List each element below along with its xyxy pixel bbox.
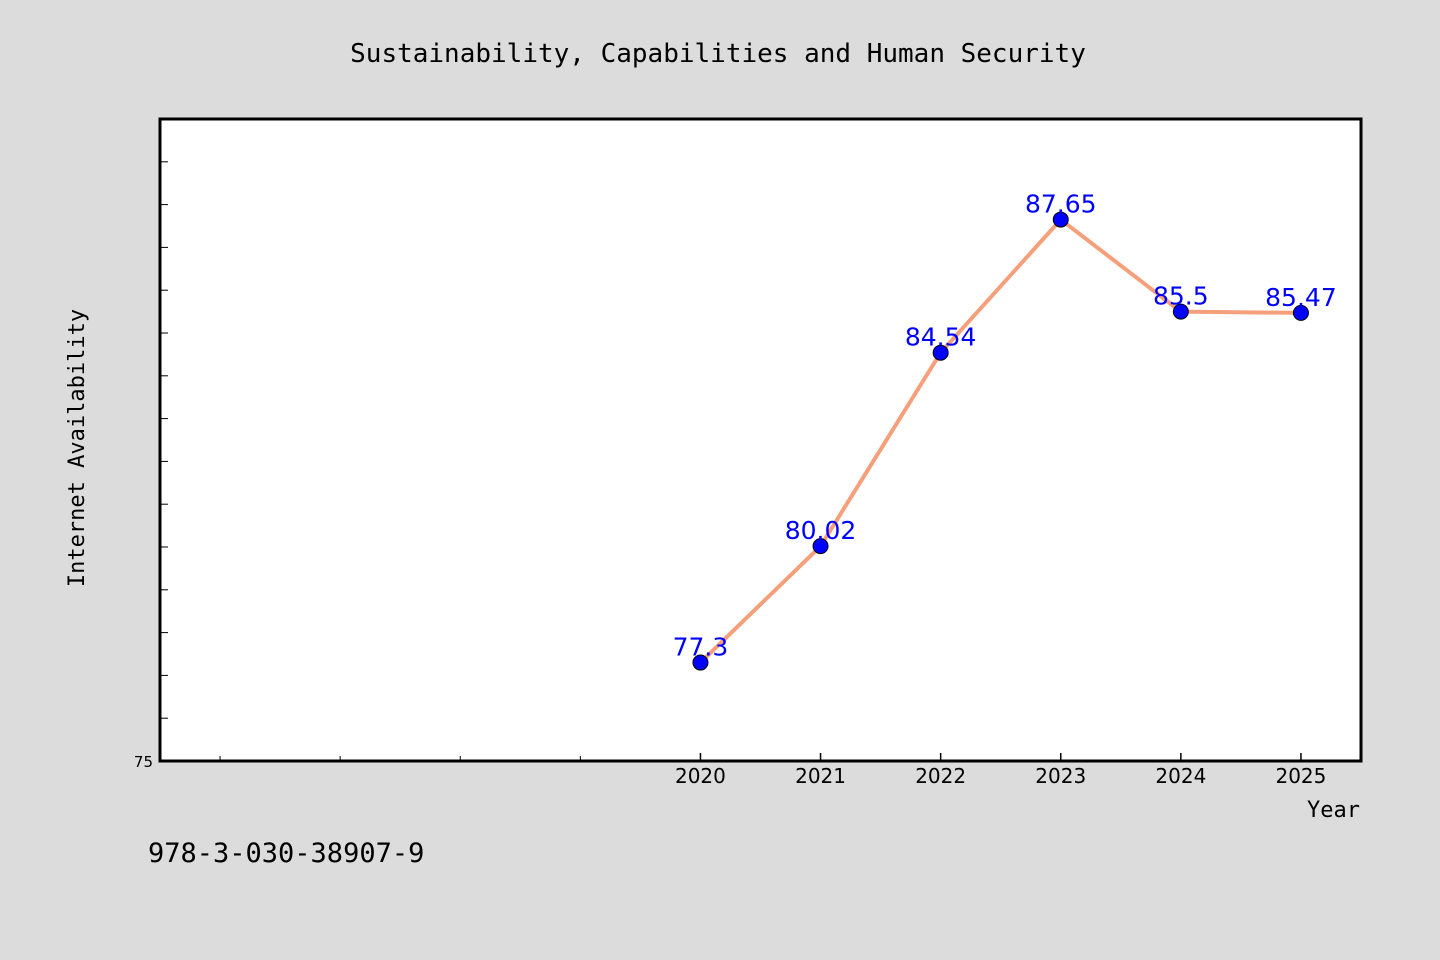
data-point [1172, 303, 1189, 320]
data-point [1292, 304, 1309, 321]
series-layer: 77.3 80.02 84.54 87.65 85.5 85.47 [673, 190, 1337, 671]
data-point [1052, 211, 1069, 228]
y-axis: 75 [134, 161, 168, 771]
isbn-code: 978-3-030-38907-9 [148, 838, 424, 869]
data-label: 77.3 [673, 633, 729, 662]
x-tick-label: 2022 [915, 764, 966, 788]
series-line [698, 217, 1303, 665]
x-axis: 2020 2021 2022 2023 2024 2025 [219, 753, 1326, 788]
x-tick-label: 2023 [1035, 764, 1086, 788]
data-label: 80.02 [785, 516, 857, 545]
data-label: 85.47 [1265, 283, 1337, 312]
x-axis-label: Year [1307, 798, 1360, 823]
chart-title: Sustainability, Capabilities and Human S… [350, 39, 1086, 69]
data-point [812, 538, 829, 555]
data-label: 87.65 [1025, 190, 1097, 219]
data-point [932, 344, 949, 361]
x-tick-label: 2021 [795, 764, 846, 788]
data-label: 84.54 [905, 323, 977, 352]
data-label: 85.5 [1153, 282, 1209, 311]
y-tick-label: 75 [134, 753, 153, 771]
x-tick-label: 2024 [1155, 764, 1206, 788]
y-axis-label: Internet Availability [65, 309, 90, 587]
data-point [692, 654, 709, 671]
plot-area [158, 117, 1363, 763]
x-tick-label: 2025 [1275, 764, 1326, 788]
x-tick-label: 2020 [675, 764, 726, 788]
